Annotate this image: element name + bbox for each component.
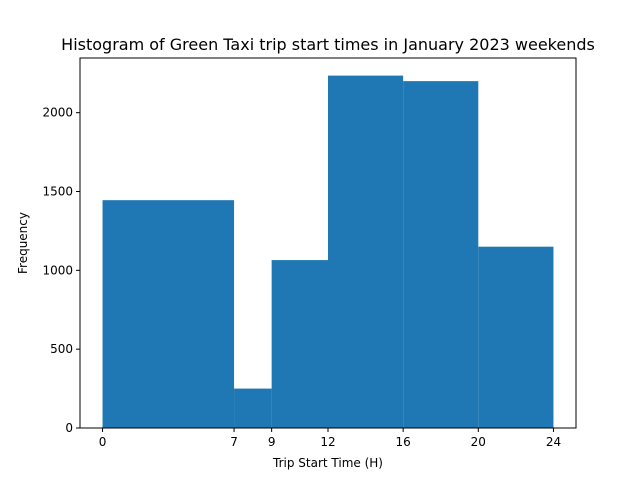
- x-tick-label: 20: [471, 435, 486, 449]
- x-tick-label: 7: [230, 435, 238, 449]
- x-tick-label: 16: [396, 435, 411, 449]
- histogram-bar-4: [403, 81, 479, 428]
- x-tick-label: 9: [268, 435, 276, 449]
- y-axis-label: Frequency: [16, 212, 30, 274]
- histogram-bar-1: [234, 388, 272, 428]
- x-tick-label: 12: [320, 435, 335, 449]
- y-axis-ticks: 0 500 1000 1500 2000: [42, 106, 80, 435]
- y-tick-label: 1000: [42, 263, 73, 277]
- bars-group: [102, 75, 554, 428]
- x-axis-label: Trip Start Time (H): [272, 456, 383, 470]
- histogram-bar-3: [328, 75, 404, 428]
- y-tick-label: 1500: [42, 185, 73, 199]
- x-axis-ticks: 0 7 9 12 16 20 24: [99, 428, 561, 449]
- histogram-bar-0: [102, 200, 235, 428]
- histogram-bar-5: [478, 246, 554, 428]
- y-tick-label: 0: [65, 421, 73, 435]
- histogram-bar-2: [271, 260, 328, 428]
- chart-title: Histogram of Green Taxi trip start times…: [61, 35, 595, 54]
- x-tick-label: 0: [99, 435, 107, 449]
- y-tick-label: 500: [50, 342, 73, 356]
- x-tick-label: 24: [546, 435, 561, 449]
- y-tick-label: 2000: [42, 106, 73, 120]
